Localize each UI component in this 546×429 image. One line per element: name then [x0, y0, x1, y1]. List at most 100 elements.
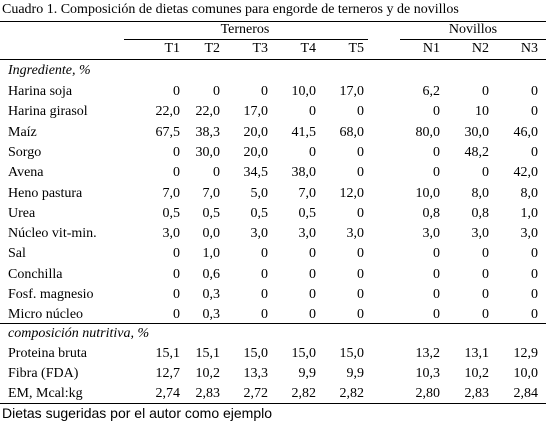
table-cell: 15,1	[195, 346, 221, 361]
table-cell: 3,0	[162, 226, 181, 242]
table-cell: 0	[261, 307, 268, 323]
table-cell: 10,2	[464, 366, 490, 381]
table-cell: 1,0	[520, 205, 539, 221]
table-cell: 0	[357, 246, 364, 262]
table-row-label: Avena	[8, 165, 44, 181]
table-cell: 0,8	[422, 205, 441, 221]
table-cell: 15,0	[243, 346, 269, 361]
table-cell: 0	[531, 287, 538, 302]
group-rule-terneros	[124, 39, 368, 40]
table-cell: 8,0	[471, 185, 490, 201]
table-cell: 3,0	[422, 226, 441, 242]
table-row-label: Micro núcleo	[8, 307, 84, 323]
section-rule	[0, 323, 546, 324]
group-header-terneros: Terneros	[220, 22, 270, 37]
column-header: T3	[252, 41, 268, 56]
table-cell: 38,3	[195, 124, 221, 140]
table-cell: 0	[482, 246, 489, 262]
table-cell: 3,0	[250, 226, 269, 242]
table-cell: 0,8	[471, 205, 490, 221]
table-cell: 41,5	[291, 124, 317, 140]
table-cell: 7,0	[162, 185, 181, 201]
table-row-label: Conchilla	[8, 266, 63, 282]
table-row-label: Núcleo vit-min.	[8, 226, 97, 242]
table-cell: 0	[531, 104, 538, 120]
table-cell: 17,0	[339, 84, 365, 99]
table-cell: 0	[261, 287, 268, 302]
table-row-label: Proteina bruta	[8, 346, 87, 361]
table-cell: 42,0	[513, 165, 539, 181]
table-cell: 80,0	[415, 124, 441, 140]
table-cell: 0	[309, 287, 316, 302]
table-cell: 0	[357, 165, 364, 181]
table-cell: 0	[482, 84, 489, 99]
table-title: Cuadro 1. Composición de dietas comunes …	[2, 2, 459, 17]
table-cell: 46,0	[513, 124, 539, 140]
table-cell: 0	[482, 165, 489, 181]
bottom-rule	[0, 403, 546, 404]
table-cell: 0	[309, 144, 316, 160]
table-cell: 9,9	[346, 366, 365, 381]
table-cell: 0,6	[202, 266, 221, 282]
table-cell: 0	[531, 144, 538, 160]
table-cell: 0	[213, 84, 220, 99]
table-cell: 15,0	[291, 346, 317, 361]
column-header: T2	[204, 41, 220, 56]
section-label-nutrition: composición nutritiva, %	[8, 326, 150, 341]
table-cell: 0	[433, 287, 440, 302]
table-cell: 0	[173, 307, 180, 323]
table-row-label: Maíz	[8, 124, 37, 140]
table-cell: 13,3	[243, 366, 269, 381]
table-cell: 0	[309, 307, 316, 323]
table-cell: 22,0	[155, 104, 181, 120]
table-cell: 7,0	[202, 185, 221, 201]
table-cell: 2,82	[339, 386, 365, 401]
table-cell: 48,2	[464, 144, 490, 160]
table-row-label: Harina soja	[8, 84, 73, 99]
table-cell: 0	[357, 144, 364, 160]
table-cell: 22,0	[195, 104, 221, 120]
table-cell: 12,0	[339, 185, 365, 201]
table-cell: 12,7	[155, 366, 181, 381]
table-cell: 0,0	[202, 226, 221, 242]
table-cell: 0	[531, 84, 538, 99]
table-cell: 20,0	[243, 124, 269, 140]
table-cell: 9,9	[298, 366, 317, 381]
table-cell: 2,83	[464, 386, 490, 401]
table-cell: 10,0	[291, 84, 317, 99]
section-label-ingredients: Ingrediente, %	[8, 63, 91, 78]
header-rule	[0, 59, 546, 60]
table-cell: 12,9	[513, 346, 539, 361]
table-cell: 0,5	[162, 205, 181, 221]
table-cell: 2,72	[243, 386, 269, 401]
table-cell: 13,1	[464, 346, 490, 361]
table-cell: 0	[433, 165, 440, 181]
table-cell: 68,0	[339, 124, 365, 140]
table-row-label: Fosf. magnesio	[8, 287, 94, 302]
table-cell: 0,3	[202, 287, 221, 302]
table-cell: 0	[309, 104, 316, 120]
table-cell: 2,84	[513, 386, 539, 401]
table-cell: 3,0	[520, 226, 539, 242]
table-cell: 0	[173, 165, 180, 181]
table-cell: 0	[531, 307, 538, 323]
table-cell: 34,5	[243, 165, 269, 181]
table-cell: 13,2	[415, 346, 441, 361]
table-cell: 0	[433, 266, 440, 282]
table-row-label: Sorgo	[8, 144, 42, 160]
column-header: N2	[471, 41, 489, 56]
table-cell: 30,0	[464, 124, 490, 140]
table-cell: 0	[433, 246, 440, 262]
table-row-label: Urea	[8, 205, 36, 221]
table-cell: 0	[482, 266, 489, 282]
table-cell: 0	[261, 84, 268, 99]
column-header: T4	[300, 41, 316, 56]
table-cell: 10,2	[195, 366, 221, 381]
column-header: N1	[422, 41, 440, 56]
table-cell: 17,0	[243, 104, 269, 120]
table-cell: 0,5	[250, 205, 269, 221]
table-cell: 10,0	[415, 185, 441, 201]
table-cell: 2,80	[415, 386, 441, 401]
table-cell: 0	[531, 246, 538, 262]
table-cell: 38,0	[291, 165, 317, 181]
